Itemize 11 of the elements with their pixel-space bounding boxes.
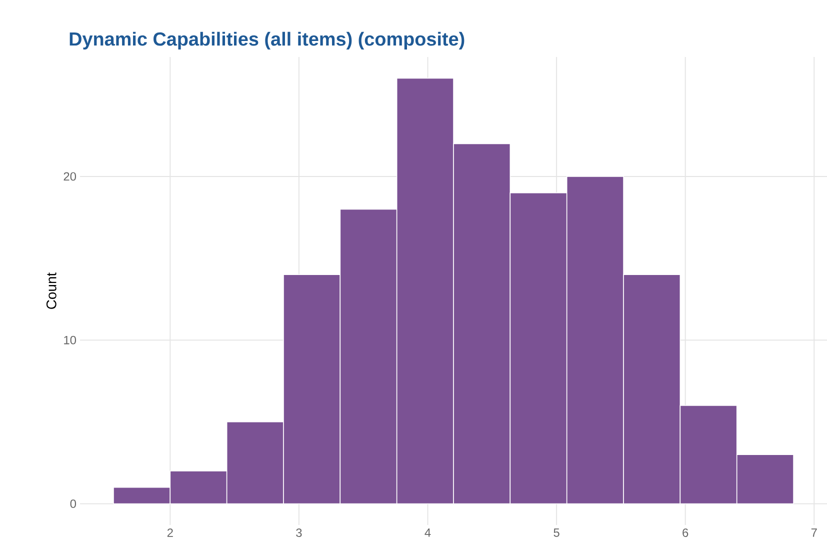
x-tick-label: 5 bbox=[554, 528, 560, 537]
x-tick-label: 2 bbox=[167, 528, 173, 537]
x-tick-label: 7 bbox=[811, 528, 817, 537]
x-tick-label: 4 bbox=[424, 528, 431, 537]
y-tick-label: 20 bbox=[64, 172, 76, 181]
y-tick-label: 0 bbox=[70, 499, 76, 508]
y-tick-label: 10 bbox=[64, 336, 76, 344]
chart-title: Dynamic Capabilities (all items) (composite) bbox=[70, 32, 464, 50]
x-tick-label: 3 bbox=[296, 528, 302, 537]
x-tick-label: 6 bbox=[682, 528, 688, 537]
y-axis-title: Count bbox=[46, 272, 56, 309]
